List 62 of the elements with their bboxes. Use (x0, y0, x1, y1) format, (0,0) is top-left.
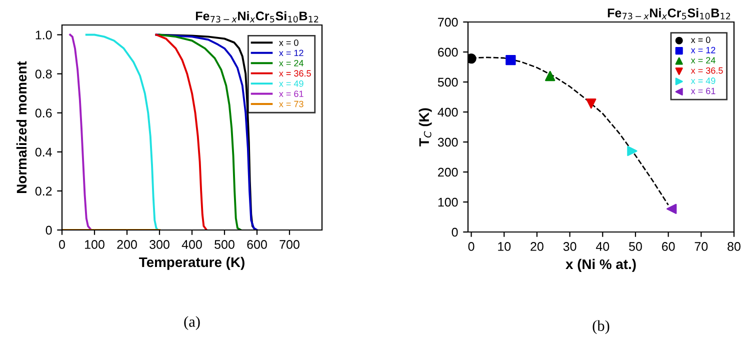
x-tick-label: 50 (629, 242, 642, 251)
x-tick-label: 20 (530, 242, 544, 251)
point (545, 70, 556, 82)
y-tick-label: 1.0 (36, 30, 52, 40)
legend-label: x = 0 (279, 40, 298, 46)
legend-label: x = 0 (690, 36, 710, 44)
text: (a) (184, 316, 200, 330)
x-tick-label: 500 (214, 240, 234, 249)
y-tick-label: 500 (438, 78, 458, 87)
x-tick-label: 30 (563, 242, 576, 251)
x-tick-label: 10 (498, 242, 511, 251)
y-tick-label: 600 (438, 48, 458, 57)
y-tick-label: 0.8 (35, 70, 52, 78)
x-tick-label: 0 (59, 240, 65, 249)
legend-label: x = 36.5 (279, 70, 311, 77)
x-tick-label: 80 (728, 242, 740, 251)
legend-label: x = 24 (690, 57, 716, 64)
x-axis-title: Temperature (K) (139, 256, 244, 270)
line-series (158, 34, 242, 230)
point (627, 146, 638, 156)
legend-label: x = 73 (279, 100, 304, 108)
y-tick-label: 700 (438, 18, 458, 27)
x-axis-title: x (Ni % at.) (566, 258, 636, 272)
x-tick-label: 600 (247, 240, 267, 249)
y-axis-title: T$_{C}$ (K) (418, 108, 432, 146)
x-tick-label: 200 (117, 240, 137, 249)
text: (b) (592, 320, 610, 334)
y-tick-label: 100 (438, 198, 458, 207)
legend-label: x = 61 (690, 88, 716, 94)
chart-title: Fe$_{73−x}$Ni$_{x}$Cr$_{5}$Si$_{10}$B$_{12}$ (196, 11, 318, 22)
x-tick-label: 300 (150, 240, 170, 249)
x-tick-label: 70 (694, 242, 708, 251)
x-tick-label: 100 (85, 240, 104, 249)
legend-label: x = 24 (279, 60, 304, 66)
y-tick-label: 400 (438, 108, 458, 117)
legend-label: x = 61 (279, 90, 304, 98)
y-axis-title: Normalized moment (16, 61, 27, 193)
line-series (155, 34, 208, 230)
y-tick-label: 0.2 (35, 186, 52, 196)
x-tick-label: 400 (182, 240, 202, 249)
x-tick-label: 700 (280, 240, 300, 249)
legend-label: x = 49 (690, 78, 716, 84)
y-tick-label: 300 (438, 138, 458, 147)
y-tick-label: 0.4 (35, 148, 52, 157)
x-tick-label: 40 (596, 242, 610, 251)
y-tick-label: 0 (46, 226, 52, 235)
line-series (85, 34, 159, 230)
point (666, 204, 677, 214)
point (506, 55, 516, 66)
y-tick-label: 0.6 (35, 108, 52, 118)
point (586, 98, 596, 109)
chart-title: Fe$_{73−x}$Ni$_{x}$Cr$_{5}$Si$_{10}$B$_{12}$ (608, 8, 730, 20)
x-tick-label: 0 (468, 242, 474, 251)
legend-label: x = 49 (279, 80, 304, 87)
point (468, 54, 476, 64)
y-tick-label: 0 (452, 228, 458, 237)
x-tick-label: 60 (662, 242, 675, 251)
y-tick-label: 200 (438, 168, 458, 177)
line-series (69, 34, 92, 230)
legend-label: x = 36.5 (690, 67, 723, 74)
legend-label: x = 12 (279, 50, 304, 56)
legend-label: x = 12 (690, 46, 716, 54)
